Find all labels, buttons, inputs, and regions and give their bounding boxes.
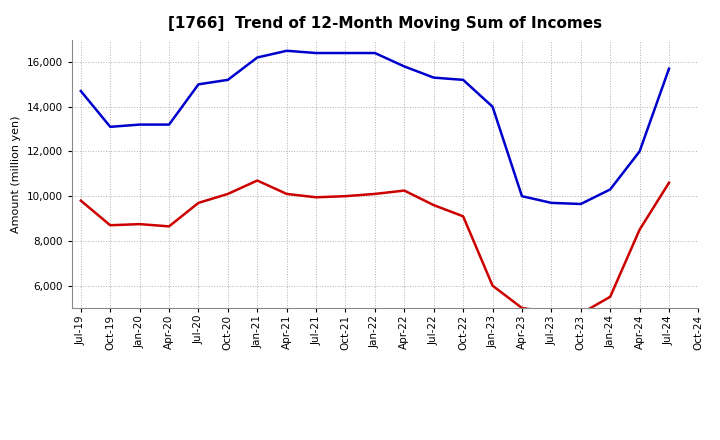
Ordinary Income bbox=[223, 77, 232, 83]
Net Income bbox=[194, 200, 203, 205]
Ordinary Income bbox=[76, 88, 85, 94]
Net Income bbox=[635, 227, 644, 232]
Net Income bbox=[665, 180, 673, 185]
Ordinary Income bbox=[606, 187, 614, 192]
Net Income bbox=[518, 305, 526, 311]
Ordinary Income bbox=[312, 50, 320, 55]
Ordinary Income bbox=[547, 200, 556, 205]
Y-axis label: Amount (million yen): Amount (million yen) bbox=[12, 115, 22, 233]
Net Income bbox=[282, 191, 291, 197]
Net Income bbox=[312, 194, 320, 200]
Net Income bbox=[223, 191, 232, 197]
Net Income bbox=[76, 198, 85, 203]
Net Income bbox=[165, 224, 174, 229]
Ordinary Income bbox=[371, 50, 379, 55]
Ordinary Income bbox=[194, 82, 203, 87]
Ordinary Income bbox=[135, 122, 144, 127]
Title: [1766]  Trend of 12-Month Moving Sum of Incomes: [1766] Trend of 12-Month Moving Sum of I… bbox=[168, 16, 602, 32]
Ordinary Income bbox=[459, 77, 467, 83]
Ordinary Income bbox=[282, 48, 291, 53]
Net Income bbox=[253, 178, 261, 183]
Ordinary Income bbox=[253, 55, 261, 60]
Net Income bbox=[488, 283, 497, 288]
Net Income bbox=[577, 311, 585, 316]
Ordinary Income bbox=[165, 122, 174, 127]
Ordinary Income bbox=[577, 202, 585, 207]
Net Income bbox=[459, 214, 467, 219]
Net Income bbox=[429, 202, 438, 208]
Line: Net Income: Net Income bbox=[81, 180, 669, 314]
Ordinary Income bbox=[429, 75, 438, 80]
Ordinary Income bbox=[635, 149, 644, 154]
Net Income bbox=[135, 221, 144, 227]
Ordinary Income bbox=[400, 64, 409, 69]
Ordinary Income bbox=[518, 194, 526, 199]
Line: Ordinary Income: Ordinary Income bbox=[81, 51, 669, 204]
Ordinary Income bbox=[341, 50, 350, 55]
Ordinary Income bbox=[488, 104, 497, 109]
Net Income bbox=[341, 194, 350, 199]
Net Income bbox=[606, 294, 614, 300]
Net Income bbox=[547, 310, 556, 315]
Net Income bbox=[400, 188, 409, 193]
Ordinary Income bbox=[106, 124, 114, 129]
Net Income bbox=[106, 223, 114, 228]
Ordinary Income bbox=[665, 66, 673, 71]
Net Income bbox=[371, 191, 379, 197]
